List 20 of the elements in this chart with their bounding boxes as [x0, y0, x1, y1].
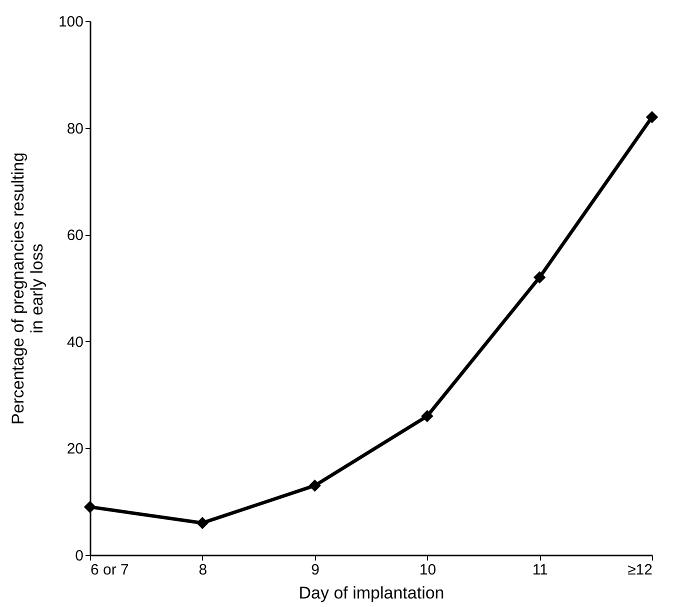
y-tick-label: 80 — [66, 120, 84, 138]
point — [421, 410, 434, 422]
point — [308, 479, 321, 492]
x-tick-label: 11 — [532, 562, 548, 578]
point — [533, 271, 546, 284]
x-tick-label: ≥12 — [628, 562, 652, 578]
y-tick-label: 0 — [75, 548, 84, 564]
y-tick-label: 40 — [66, 334, 84, 351]
x-tick-label: 10 — [419, 562, 436, 578]
point — [646, 110, 658, 124]
y-tick-label: 100 — [58, 14, 84, 30]
x-tick-label: 8 — [198, 562, 208, 578]
y-tick-label: 60 — [66, 227, 84, 244]
x-tick-label: 9 — [311, 562, 320, 578]
y-axis-title: Percentage of pregnancies resulting in early loss — [8, 152, 46, 425]
x-tick-label: 6 or 7 — [90, 562, 129, 578]
y-tick-label: 20 — [66, 440, 84, 458]
point — [196, 516, 209, 530]
x-axis-title: Day of implantation — [298, 584, 444, 602]
point — [84, 500, 96, 514]
